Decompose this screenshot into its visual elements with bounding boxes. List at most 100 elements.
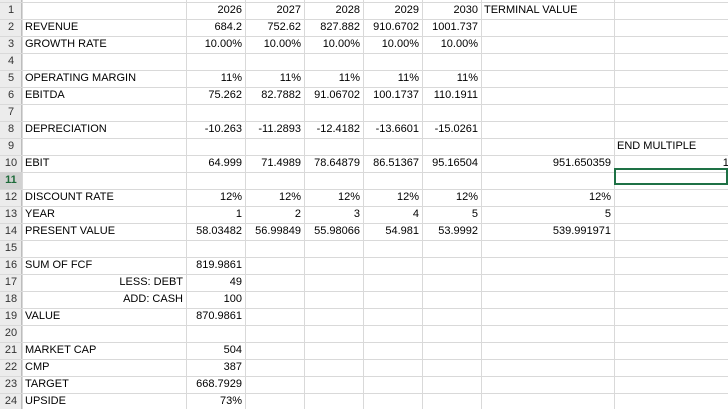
cell-C2[interactable]: 684.2 bbox=[214, 21, 242, 33]
cell-I9[interactable]: END MULTIPLE bbox=[617, 140, 697, 152]
cell-F12[interactable]: 12% bbox=[396, 191, 419, 203]
cell-H1[interactable]: TERMINAL VALUE bbox=[484, 4, 578, 16]
cell-C10[interactable]: 64.999 bbox=[208, 157, 242, 169]
cell-H12[interactable]: 12% bbox=[588, 191, 611, 203]
cell-F10[interactable]: 86.51367 bbox=[373, 157, 419, 169]
cell-C24[interactable]: 73% bbox=[219, 395, 242, 407]
cell-D10[interactable]: 71.4989 bbox=[261, 157, 301, 169]
row-header-19[interactable]: 19 bbox=[4, 310, 18, 322]
cell-E12[interactable]: 12% bbox=[337, 191, 360, 203]
row-header-22[interactable]: 22 bbox=[4, 361, 18, 373]
row-header-12[interactable]: 12 bbox=[4, 191, 18, 203]
cell-E10[interactable]: 78.64879 bbox=[314, 157, 360, 169]
cell-E8[interactable]: -12.4182 bbox=[316, 123, 360, 135]
cell-C8[interactable]: -10.263 bbox=[204, 123, 242, 135]
cell-E6[interactable]: 91.06702 bbox=[314, 89, 360, 101]
cell-D14[interactable]: 56.99849 bbox=[255, 225, 301, 237]
cell-G13[interactable]: 5 bbox=[471, 208, 478, 220]
cell-G1[interactable]: 2030 bbox=[453, 4, 478, 16]
cell-C17[interactable]: 49 bbox=[229, 276, 242, 288]
cell-A16[interactable]: SUM OF FCF bbox=[25, 259, 93, 271]
row-header-14[interactable]: 14 bbox=[4, 225, 18, 237]
cell-A19[interactable]: VALUE bbox=[25, 310, 61, 322]
cell-F8[interactable]: -13.6601 bbox=[375, 123, 419, 135]
cell-G2[interactable]: 1001.737 bbox=[432, 21, 478, 33]
cell-A21[interactable]: MARKET CAP bbox=[25, 344, 97, 356]
row-header-21[interactable]: 21 bbox=[4, 344, 18, 356]
cell-G12[interactable]: 12% bbox=[455, 191, 478, 203]
cell-C21[interactable]: 504 bbox=[223, 344, 242, 356]
cell-A13[interactable]: YEAR bbox=[25, 208, 55, 220]
cell-C18[interactable]: 100 bbox=[223, 293, 242, 305]
row-header-8[interactable]: 8 bbox=[7, 123, 15, 135]
cell-A2[interactable]: REVENUE bbox=[25, 21, 79, 33]
cell-A8[interactable]: DEPRECIATION bbox=[25, 123, 107, 135]
cell-G10[interactable]: 95.16504 bbox=[432, 157, 478, 169]
selected-cell-I11[interactable] bbox=[614, 168, 728, 185]
row-header-5[interactable]: 5 bbox=[7, 72, 15, 84]
cell-D6[interactable]: 82.7882 bbox=[261, 89, 301, 101]
row-header-10[interactable]: 10 bbox=[4, 157, 18, 169]
row-header-13[interactable]: 13 bbox=[4, 208, 18, 220]
cell-E1[interactable]: 2028 bbox=[335, 4, 360, 16]
cell-H13[interactable]: 5 bbox=[604, 208, 611, 220]
cell-A24[interactable]: UPSIDE bbox=[25, 395, 66, 407]
row-header-11[interactable]: 11 bbox=[0, 172, 22, 189]
cell-C16[interactable]: 819.9861 bbox=[196, 259, 242, 271]
row-header-24[interactable]: 24 bbox=[4, 395, 18, 407]
cell-D13[interactable]: 2 bbox=[294, 208, 301, 220]
cell-H14[interactable]: 539.991971 bbox=[552, 225, 611, 237]
row-header-23[interactable]: 23 bbox=[4, 378, 18, 390]
cell-D2[interactable]: 752.62 bbox=[267, 21, 301, 33]
cell-A12[interactable]: DISCOUNT RATE bbox=[25, 191, 114, 203]
cell-F3[interactable]: 10.00% bbox=[381, 38, 419, 50]
cell-D8[interactable]: -11.2893 bbox=[258, 123, 301, 135]
cell-G6[interactable]: 110.1911 bbox=[433, 89, 478, 101]
cell-A3[interactable]: GROWTH RATE bbox=[25, 38, 107, 50]
cell-C12[interactable]: 12% bbox=[219, 191, 242, 203]
row-header-17[interactable]: 17 bbox=[4, 276, 18, 288]
cell-A6[interactable]: EBITDA bbox=[25, 89, 65, 101]
cell-D5[interactable]: 11% bbox=[279, 72, 301, 84]
row-header-7[interactable]: 7 bbox=[7, 106, 15, 118]
cell-F2[interactable]: 910.6702 bbox=[373, 21, 419, 33]
cell-D3[interactable]: 10.00% bbox=[263, 38, 301, 50]
cell-G14[interactable]: 53.9992 bbox=[438, 225, 478, 237]
cell-E5[interactable]: 11% bbox=[338, 72, 360, 84]
cell-H10[interactable]: 951.650359 bbox=[552, 157, 611, 169]
cell-C1[interactable]: 2026 bbox=[217, 4, 242, 16]
cell-I10[interactable]: 10 bbox=[722, 157, 728, 169]
cell-F6[interactable]: 100.1737 bbox=[373, 89, 419, 101]
cell-D12[interactable]: 12% bbox=[278, 191, 301, 203]
cell-C14[interactable]: 58.03482 bbox=[196, 225, 242, 237]
cell-G8[interactable]: -15.0261 bbox=[434, 123, 478, 135]
cell-F1[interactable]: 2029 bbox=[394, 4, 419, 16]
row-header-1[interactable]: 1 bbox=[7, 4, 15, 16]
cell-E13[interactable]: 3 bbox=[353, 208, 360, 220]
cell-C19[interactable]: 870.9861 bbox=[196, 310, 242, 322]
cell-E3[interactable]: 10.00% bbox=[322, 38, 360, 50]
cell-D1[interactable]: 2027 bbox=[276, 4, 301, 16]
cell-A22[interactable]: CMP bbox=[25, 361, 50, 373]
cell-C6[interactable]: 75.262 bbox=[208, 89, 242, 101]
cell-C23[interactable]: 668.7929 bbox=[196, 378, 242, 390]
cell-A5[interactable]: OPERATING MARGIN bbox=[25, 72, 137, 84]
cell-E14[interactable]: 55.98066 bbox=[314, 225, 360, 237]
row-header-16[interactable]: 16 bbox=[4, 259, 18, 271]
row-header-20[interactable]: 20 bbox=[4, 327, 18, 339]
cell-E2[interactable]: 827.882 bbox=[320, 21, 360, 33]
cell-C22[interactable]: 387 bbox=[223, 361, 242, 373]
cell-B18[interactable]: ADD: CASH bbox=[123, 293, 183, 305]
row-header-15[interactable]: 15 bbox=[4, 242, 18, 254]
cell-B17[interactable]: LESS: DEBT bbox=[119, 276, 183, 288]
row-header-18[interactable]: 18 bbox=[4, 293, 18, 305]
row-header-9[interactable]: 9 bbox=[7, 140, 15, 152]
row-header-6[interactable]: 6 bbox=[7, 89, 15, 101]
cell-C3[interactable]: 10.00% bbox=[204, 38, 242, 50]
cell-F13[interactable]: 4 bbox=[412, 208, 419, 220]
cell-A14[interactable]: PRESENT VALUE bbox=[25, 225, 116, 237]
cell-A23[interactable]: TARGET bbox=[25, 378, 69, 390]
cell-G5[interactable]: 11% bbox=[456, 72, 478, 84]
cell-G3[interactable]: 10.00% bbox=[440, 38, 478, 50]
